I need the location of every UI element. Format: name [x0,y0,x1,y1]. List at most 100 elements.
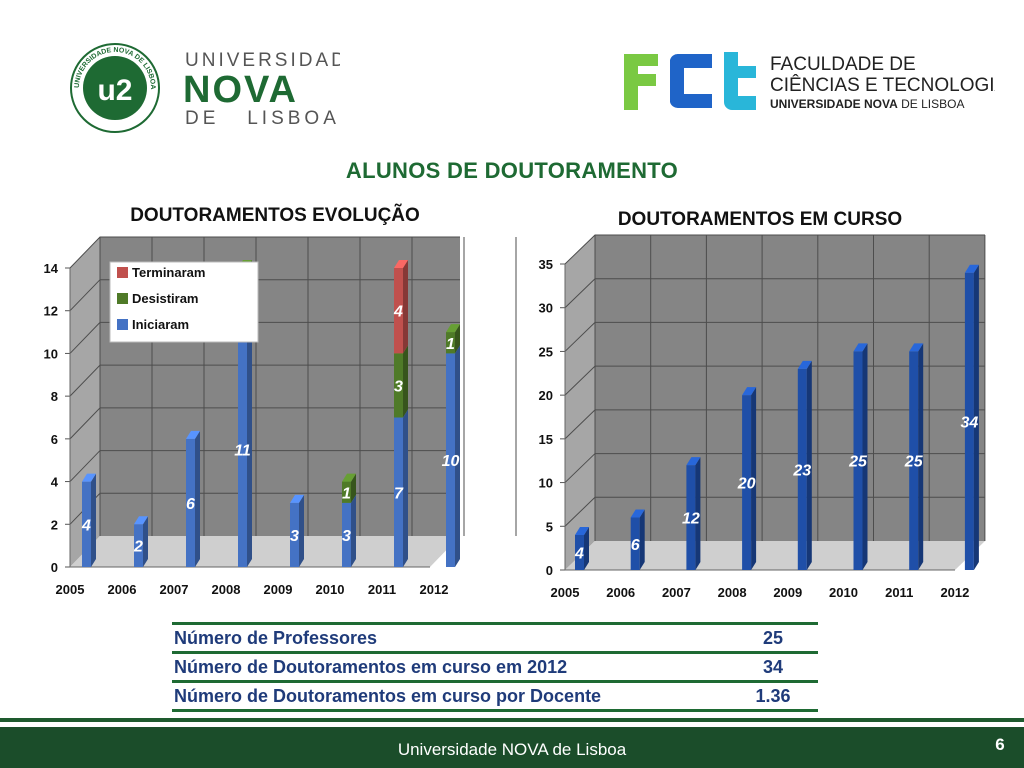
legend-swatch-iniciaram [117,319,128,330]
bar-iniciaram [134,524,143,567]
bar-top-desistiram [342,473,356,482]
data-label: 25 [904,454,924,471]
data-label: 4 [574,546,584,563]
fct-logo-line2: CIÊNCIAS E TECNOLOGIA [770,74,995,96]
fct-logo-line1: FACULDADE DE [770,54,916,75]
stats-row-por-docente: Número de Doutoramentos em curso por Doc… [172,680,818,712]
nova-logo-line3: DE LISBOA [185,108,340,129]
legend-swatch-terminaram [117,267,128,278]
x-tick-label: 2010 [316,582,345,597]
bar-side-values [751,387,757,570]
data-label: 6 [186,496,195,513]
bar-top-terminaram [394,260,408,268]
bar-top-values [853,343,868,352]
y-tick-label: 14 [44,261,59,276]
y-tick-label: 10 [539,476,553,491]
x-tick-label: 2012 [420,582,449,597]
fct-logo-line3: UNIVERSIDADE NOVA DE LISBOA [770,97,965,111]
y-tick-label: 12 [44,304,58,319]
y-tick-label: 0 [51,560,58,575]
page-number: 6 [995,735,1005,754]
bar-values [964,272,974,570]
bar-terminaram [394,268,403,354]
nova-logo: UNIVERSIDADE NOVA DE LISBOA u2 UNIVERSID… [70,43,340,133]
legend-label: Terminaram [132,265,205,280]
y-tick-label: 25 [539,344,553,359]
bar-side-iniciaram [247,324,252,567]
data-label: 1 [446,336,455,353]
bar-side-values [862,343,868,570]
bar-top-values [630,509,645,518]
bar-values [630,517,640,570]
bar-side-desistiram [455,324,460,354]
bar-values [575,535,584,570]
bar-side-values [584,527,589,570]
x-tick-label: 2012 [940,585,969,600]
data-label: 34 [961,414,979,431]
bar-iniciaram [82,481,91,567]
y-tick-label: 8 [51,389,58,404]
bar-top-desistiram [446,324,460,333]
bar-side-iniciaram [143,516,148,567]
legend-label: Desistiram [132,291,198,306]
bar-side-values [973,264,979,570]
bar-top-values [575,527,589,536]
legend-swatch-desistiram [117,293,128,304]
bar-iniciaram [290,502,299,567]
y-tick-label: 10 [44,346,58,361]
seal-monogram-icon: u2 [97,74,132,107]
chart1-legend: Terminaram Desistiram Iniciaram [109,261,259,343]
x-tick-label: 2009 [773,585,802,600]
data-label: 3 [290,528,299,545]
stats-label: Número de Doutoramentos em curso em 2012 [174,656,568,677]
bar-values [909,351,919,570]
bar-iniciaram [342,502,351,567]
legend-box [109,261,259,343]
bar-side-values [639,509,645,570]
legend-label: Iniciaram [132,317,189,332]
bar-side-iniciaram [455,345,460,567]
nova-logo-line2: NOVA [183,69,298,111]
x-tick-label: 2011 [368,582,396,597]
stats-table: Número de Professores 25 Número de Douto… [172,622,818,712]
bar-top-values [742,387,757,396]
data-label: 12 [682,511,700,528]
bar-side-desistiram [351,473,356,503]
x-tick-label: 2011 [885,585,913,600]
nova-logo-line1: UNIVERSIDADE [185,50,340,71]
fct-logo-line3-regular: DE LISBOA [898,97,965,111]
bar-top-iniciaram [82,473,96,482]
chart1-title: DOUTORAMENTOS EVOLUÇÃO [130,205,420,226]
bar-values [686,465,696,570]
bar-side-iniciaram [299,494,304,567]
bar-top-iniciaram [290,494,304,503]
data-label: 20 [737,476,756,493]
bar-side-values [806,360,812,570]
x-tick-label: 2007 [160,582,189,597]
data-label: 2 [133,539,143,556]
y-tick-label: 0 [546,563,553,578]
y-tick-label: 5 [546,519,553,534]
bar-desistiram [446,332,455,354]
bar-values [742,395,752,570]
bar-side-desistiram [403,345,408,418]
bar-iniciaram [186,438,195,567]
bar-top-values [964,264,979,273]
y-tick-label: 6 [51,432,58,447]
x-tick-label: 2007 [662,585,691,600]
fct-logo-line3-bold: UNIVERSIDADE NOVA [770,97,898,111]
chart-floor [565,541,985,570]
bar-side-iniciaram [195,430,200,567]
x-tick-label: 2006 [606,585,635,600]
chart-side-wall [565,235,595,570]
x-tick-label: 2010 [829,585,858,600]
y-tick-label: 15 [539,432,553,447]
bar-top-values [797,360,812,369]
fct-letters-icon [624,52,756,110]
y-tick-label: 2 [51,517,58,532]
x-tick-label: 2008 [718,585,747,600]
footer-bar [0,727,1024,768]
fct-logo: FACULDADE DE CIÊNCIAS E TECNOLOGIA UNIVE… [624,52,995,111]
y-tick-label: 35 [539,257,553,272]
